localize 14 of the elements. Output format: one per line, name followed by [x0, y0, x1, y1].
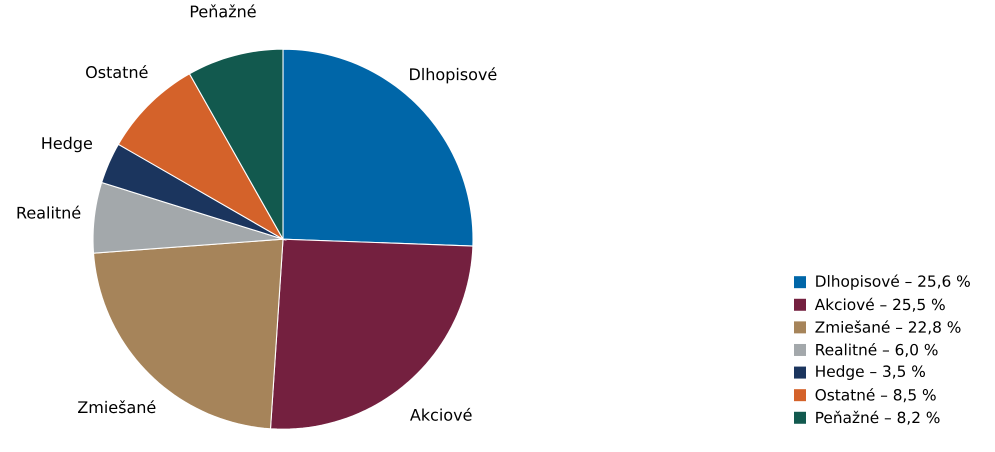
- text: Zmiešané: [78, 400, 156, 414]
- legend-label: Dlhopisové – 25,6 %: [816, 274, 970, 290]
- text: Dlhopisové: [410, 67, 496, 84]
- text: Hedge: [42, 136, 92, 152]
- legend-label: Zmiešané – 22,8 %: [815, 320, 961, 334]
- legend-label: Akciové – 25,5 %: [814, 298, 945, 312]
- text: Ostatné: [86, 65, 148, 78]
- text: Akciové: [410, 408, 472, 421]
- legend-label: Hedge – 3,5 %: [816, 365, 925, 380]
- text: Peňažné: [190, 4, 256, 18]
- legend-label: Ostatné – 8,5 %: [816, 388, 936, 402]
- legend-label: Peňažné – 8,2 %: [816, 410, 940, 425]
- text: Realitné: [18, 206, 80, 219]
- legend-label: Realitné – 6,0 %: [816, 342, 938, 357]
